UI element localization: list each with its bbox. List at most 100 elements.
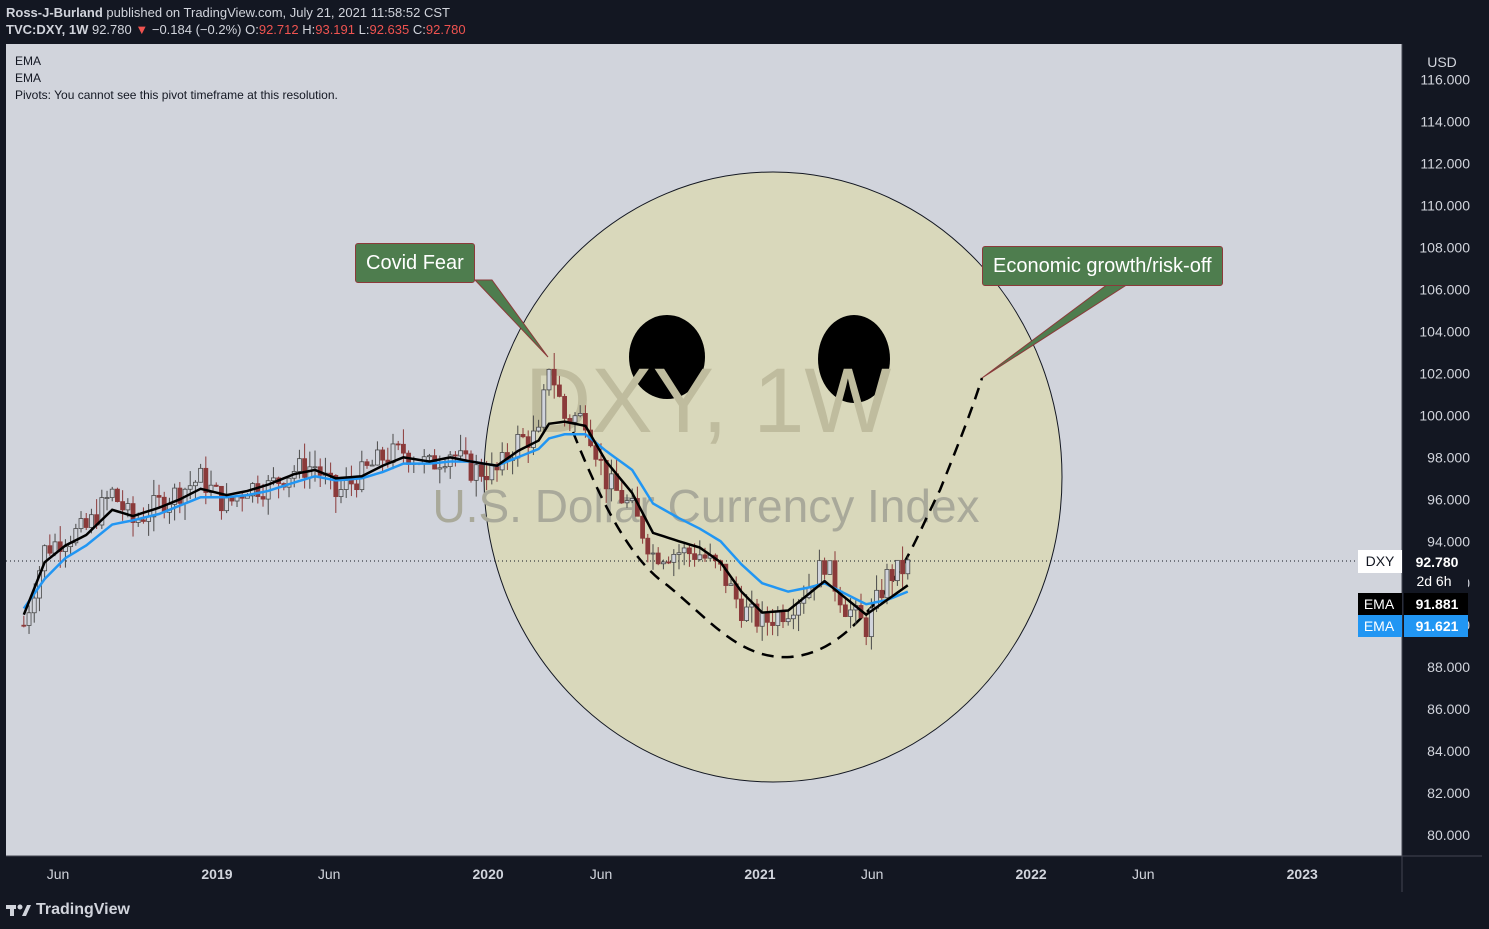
time-tick-label: Jun: [318, 866, 341, 882]
candle-up: [198, 467, 204, 483]
dxy-value: 92.780: [1416, 554, 1459, 570]
candle-up: [193, 481, 198, 487]
candle-up: [458, 450, 464, 457]
candle-up: [541, 389, 547, 428]
candle-up: [697, 554, 703, 560]
smiley-face-circle: [483, 171, 1063, 783]
time-tick-label: Jun: [1132, 866, 1155, 882]
candle-up: [796, 602, 801, 616]
candle-up: [312, 466, 318, 469]
candle-down: [666, 561, 671, 564]
candle-up: [104, 497, 110, 499]
candle-up: [42, 545, 48, 572]
candle-up: [271, 477, 276, 482]
candle-down: [83, 518, 89, 528]
price-tick-label: 94.000: [1427, 533, 1470, 549]
time-tick-label: 2019: [201, 866, 232, 882]
candle-down: [219, 485, 224, 512]
candle-up: [26, 612, 32, 626]
candle-up: [109, 488, 115, 498]
candle-up: [343, 480, 349, 490]
legend-pivots[interactable]: Pivots: You cannot see this pivot timefr…: [15, 88, 338, 102]
candle-down: [764, 612, 770, 623]
candle-up: [442, 466, 448, 469]
candle-down: [770, 621, 775, 626]
close-value: 92.780: [425, 22, 466, 37]
time-tick-label: 2020: [473, 866, 504, 882]
candle-down: [401, 443, 406, 454]
close-label: C:: [412, 22, 426, 37]
candle-up: [894, 559, 900, 582]
candle-down: [551, 368, 557, 386]
candle-down: [842, 604, 848, 617]
candle-up: [676, 552, 682, 555]
candle-up: [785, 618, 791, 623]
candle-up: [78, 518, 84, 529]
candle-down: [557, 384, 562, 397]
candle-down: [598, 458, 604, 461]
candle-down: [723, 563, 729, 586]
price-tick-label: 106.000: [1419, 281, 1470, 297]
symbol-label: TVC:DXY, 1W: [6, 22, 89, 37]
candle-up: [151, 495, 157, 518]
low-value: 92.635: [369, 22, 410, 37]
chart-canvas[interactable]: DXY, 1W U.S. Dollar Currency Index 80.00…: [0, 44, 1489, 892]
candle-up: [884, 569, 890, 599]
down-arrow-icon: ▼: [135, 22, 149, 37]
candle-up: [536, 426, 542, 432]
ema1-value-bg: [1404, 593, 1468, 615]
author-name[interactable]: Ross-J-Burland: [6, 5, 103, 20]
candle-up: [629, 498, 635, 502]
candle-up: [224, 496, 230, 512]
time-tick-label: Jun: [861, 866, 884, 882]
candle-up: [868, 607, 874, 638]
candle-down: [754, 603, 760, 627]
low-label: L:: [358, 22, 370, 37]
candle-up: [848, 609, 853, 617]
candle-up: [338, 489, 344, 498]
time-tick-label: Jun: [47, 866, 70, 882]
open-label: O:: [245, 22, 259, 37]
growth-callout[interactable]: Economic growth/risk-off: [982, 246, 1223, 286]
price-scale[interactable]: [1402, 44, 1482, 856]
tradingview-logo[interactable]: TradingView: [6, 901, 130, 919]
dxy-value-bg: [1404, 550, 1468, 592]
price-ticks: 80.00082.00084.00086.00088.00090.00092.0…: [1419, 72, 1470, 843]
candle-down: [333, 475, 339, 498]
time-tick-label: 2021: [744, 866, 775, 882]
candle-down: [692, 553, 697, 560]
candle-up: [775, 611, 781, 626]
right-eye: [818, 315, 890, 403]
candle-up: [172, 487, 178, 505]
time-scale[interactable]: [6, 856, 1482, 892]
candle-up: [375, 449, 380, 466]
candle-down: [562, 396, 568, 419]
ema1-tag: EMA: [1364, 596, 1395, 612]
candle-up: [681, 547, 687, 554]
candle-down: [583, 413, 588, 431]
covid-fear-callout[interactable]: Covid Fear: [355, 243, 475, 283]
watermark-symbol: DXY, 1W: [525, 350, 892, 452]
candle-up: [546, 368, 552, 391]
candle-down: [702, 554, 708, 559]
candle-down: [520, 434, 526, 438]
ema2-value: 91.621: [1416, 618, 1459, 634]
candle-up: [187, 485, 193, 490]
candle-down: [640, 515, 645, 539]
covid-pointer: [473, 279, 549, 358]
publish-info: Ross-J-Burland published on TradingView.…: [6, 5, 450, 20]
currency-label: USD: [1427, 54, 1457, 70]
candle-up: [73, 528, 79, 544]
candle-down: [115, 488, 120, 503]
tradingview-brand: TradingView: [36, 901, 130, 918]
legend-ema-fast[interactable]: EMA: [15, 54, 42, 68]
high-value: 93.191: [315, 22, 355, 37]
ema2-value-bg: [1404, 615, 1468, 637]
candle-up: [759, 612, 765, 627]
legend-ema-slow[interactable]: EMA: [15, 71, 42, 85]
candle-down: [479, 464, 484, 477]
candle-up: [99, 497, 105, 526]
candle-up: [515, 434, 521, 459]
candle-down: [203, 467, 209, 493]
price-tick-label: 114.000: [1420, 114, 1470, 130]
